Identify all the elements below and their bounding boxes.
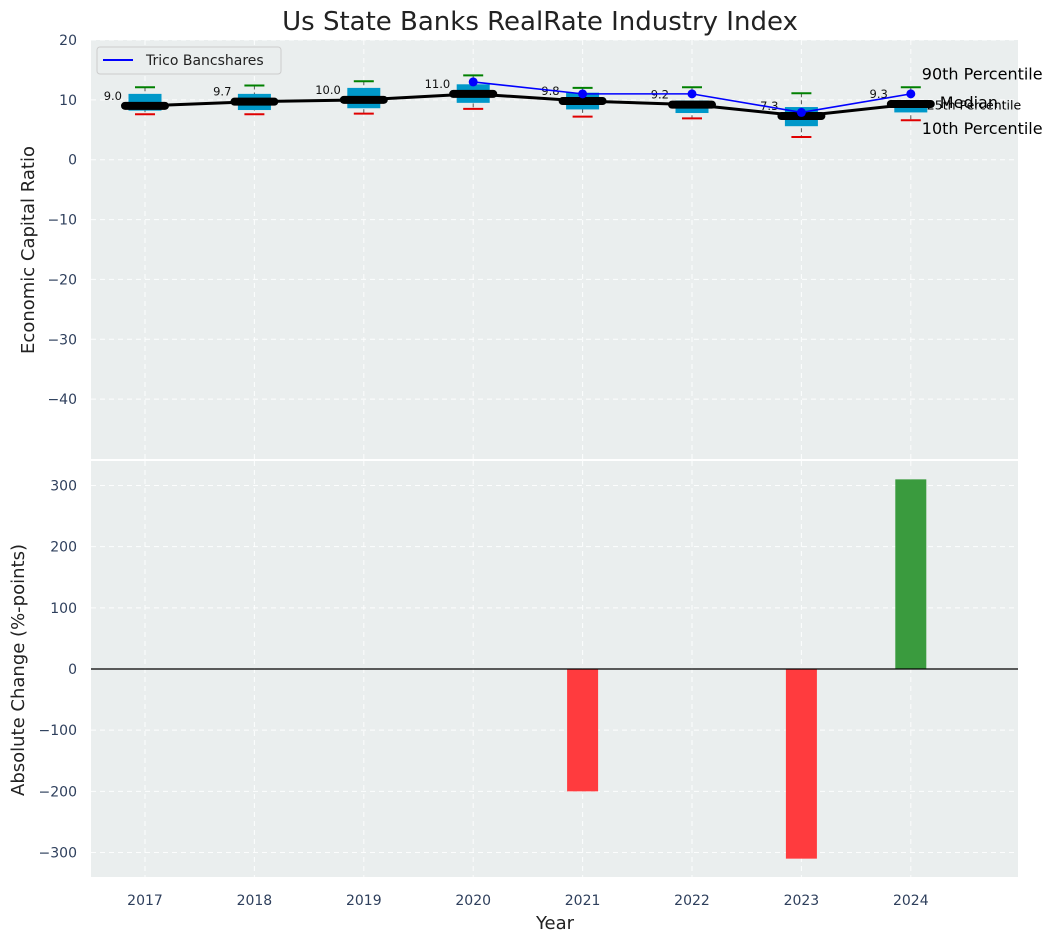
chart-title: Us State Banks RealRate Industry Index (282, 7, 798, 37)
median-value-label: 9.0 (104, 89, 122, 103)
bottom-y-tick-label: −200 (39, 784, 77, 800)
median-value-label: 11.0 (425, 77, 451, 91)
trico-bancshares-point (687, 89, 697, 99)
top-y-tick-label: 0 (68, 153, 77, 169)
annotation-10th-percentile: 10th Percentile (922, 119, 1043, 138)
top-y-tick-label: 10 (59, 93, 77, 109)
trico-bancshares-point (906, 89, 916, 99)
top-y-tick-label: −30 (47, 332, 77, 348)
annotation-median: Median (940, 93, 998, 112)
bottom-y-tick-label: −300 (39, 846, 77, 862)
top-y-tick-label: −20 (47, 272, 77, 288)
bottom-y-tick-label: 100 (50, 601, 77, 617)
top-y-tick-label: −40 (47, 392, 77, 408)
annotation-90th-percentile: 90th Percentile (922, 64, 1043, 83)
trico-bancshares-point (796, 107, 806, 117)
median-value-label: 9.3 (870, 87, 888, 101)
x-tick-label: 2022 (674, 893, 710, 909)
legend: Trico Bancshares (96, 46, 282, 75)
x-tick-label: 2019 (346, 893, 382, 909)
change-bar (567, 669, 599, 792)
legend-label: Trico Bancshares (145, 53, 264, 69)
x-tick-label: 2021 (565, 893, 601, 909)
legend-box (96, 46, 282, 75)
annotation-25th-percentile: 25th Percentile (927, 97, 1022, 112)
bottom-y-tick-label: −100 (39, 723, 77, 739)
x-tick-label: 2024 (893, 893, 929, 909)
median-value-label: 9.7 (213, 85, 231, 99)
bottom-y-tick-label: 200 (50, 540, 77, 556)
median-value-label: 10.0 (315, 83, 341, 97)
trico-bancshares-point (578, 89, 588, 99)
bottom-y-tick-label: 0 (68, 662, 77, 678)
bottom-y-tick-label: 300 (50, 478, 77, 494)
x-tick-label: 2023 (784, 893, 820, 909)
x-tick-label: 2018 (237, 893, 273, 909)
top-y-axis-label: Economic Capital Ratio (18, 146, 39, 354)
change-bar (895, 479, 927, 669)
change-bar (785, 669, 817, 859)
x-axis-label: Year (535, 913, 575, 934)
x-tick-label: 2017 (127, 893, 163, 909)
median-value-label: 7.3 (760, 99, 778, 113)
x-tick-label: 2020 (455, 893, 491, 909)
bottom-y-axis-label: Absolute Change (%-points) (8, 544, 29, 796)
top-y-tick-label: −10 (47, 213, 77, 229)
trico-bancshares-point (468, 77, 478, 87)
top-y-tick-label: 20 (59, 33, 77, 49)
